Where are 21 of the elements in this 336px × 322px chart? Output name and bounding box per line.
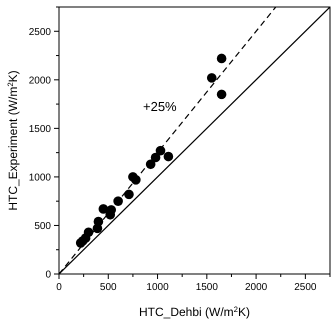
y-tick-label: 0 — [45, 270, 52, 280]
point — [216, 54, 226, 64]
x-tick-label: 1000 — [146, 282, 170, 293]
y-tick-label: 1000 — [28, 172, 52, 184]
y-tick-label: 2000 — [28, 75, 52, 86]
point — [164, 152, 174, 162]
x-axis-title: HTC_Dehbi (W/m$^{2}$K) — [138, 304, 250, 319]
x-tick-label: 500 — [100, 282, 118, 293]
point — [206, 73, 217, 83]
x-tick-label: 2000 — [244, 282, 268, 293]
x-tick-label: 2500 — [294, 282, 317, 293]
point — [94, 216, 104, 226]
y-tick-label: 2500 — [28, 26, 52, 38]
y-tick-label: 1500 — [28, 124, 52, 135]
x-tick-label: 0 — [56, 282, 62, 293]
point — [124, 190, 134, 200]
point — [216, 90, 226, 100]
y-tick-label: 500 — [34, 220, 52, 232]
x-tick-label: 1500 — [196, 282, 218, 293]
annotation: +25% — [143, 99, 178, 114]
point — [84, 227, 94, 238]
